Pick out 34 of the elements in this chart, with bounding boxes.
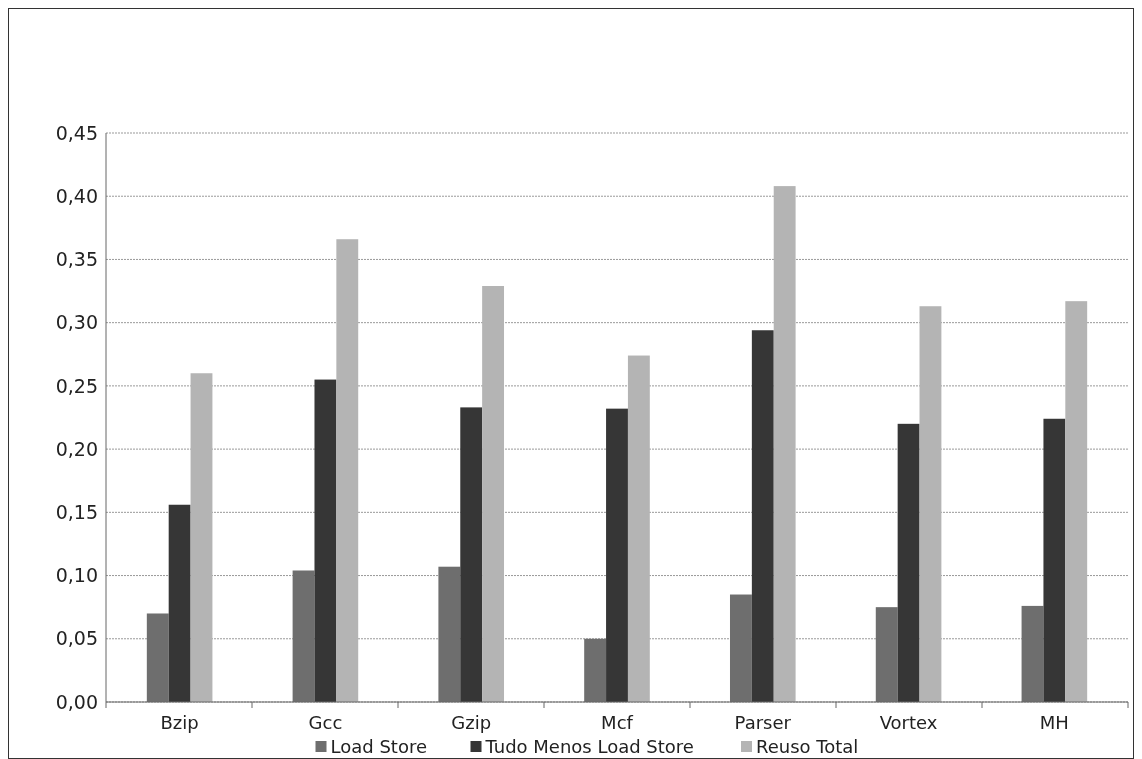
bar bbox=[190, 373, 213, 702]
bar bbox=[482, 286, 505, 702]
bar bbox=[897, 423, 920, 702]
legend-label: Tudo Menos Load Store bbox=[484, 736, 694, 757]
bar bbox=[1065, 301, 1088, 702]
x-tick-label: MH bbox=[1039, 712, 1069, 733]
legend-label: Reuso Total bbox=[756, 736, 859, 757]
bar bbox=[460, 407, 483, 702]
x-tick-label: Gzip bbox=[451, 712, 492, 733]
y-tick-label: 0,35 bbox=[55, 248, 98, 271]
bar bbox=[314, 379, 337, 702]
y-tick-label: 0,05 bbox=[55, 627, 98, 650]
y-tick-label: 0,30 bbox=[55, 311, 98, 334]
y-tick-label: 0,10 bbox=[55, 564, 98, 587]
x-tick-label: Mcf bbox=[601, 712, 634, 733]
bar bbox=[1043, 418, 1066, 702]
bar bbox=[336, 239, 359, 702]
bar bbox=[773, 186, 796, 702]
x-tick-label: Gcc bbox=[308, 712, 343, 733]
bar bbox=[919, 306, 942, 702]
bar bbox=[606, 408, 628, 702]
x-tick-label: Vortex bbox=[879, 712, 938, 733]
x-tick-label: Parser bbox=[734, 712, 792, 733]
legend-label: Load Store bbox=[330, 736, 427, 757]
y-tick-label: 0,40 bbox=[55, 184, 98, 207]
y-tick-label: 0,15 bbox=[55, 500, 98, 523]
bar bbox=[751, 330, 774, 702]
y-tick-label: 0,00 bbox=[55, 690, 98, 713]
bar bbox=[168, 504, 191, 702]
y-tick-label: 0,45 bbox=[55, 121, 98, 144]
bar bbox=[627, 355, 650, 702]
y-tick-label: 0,25 bbox=[55, 374, 98, 397]
y-tick-label: 0,20 bbox=[55, 437, 98, 460]
x-tick-label: Bzip bbox=[160, 712, 199, 733]
